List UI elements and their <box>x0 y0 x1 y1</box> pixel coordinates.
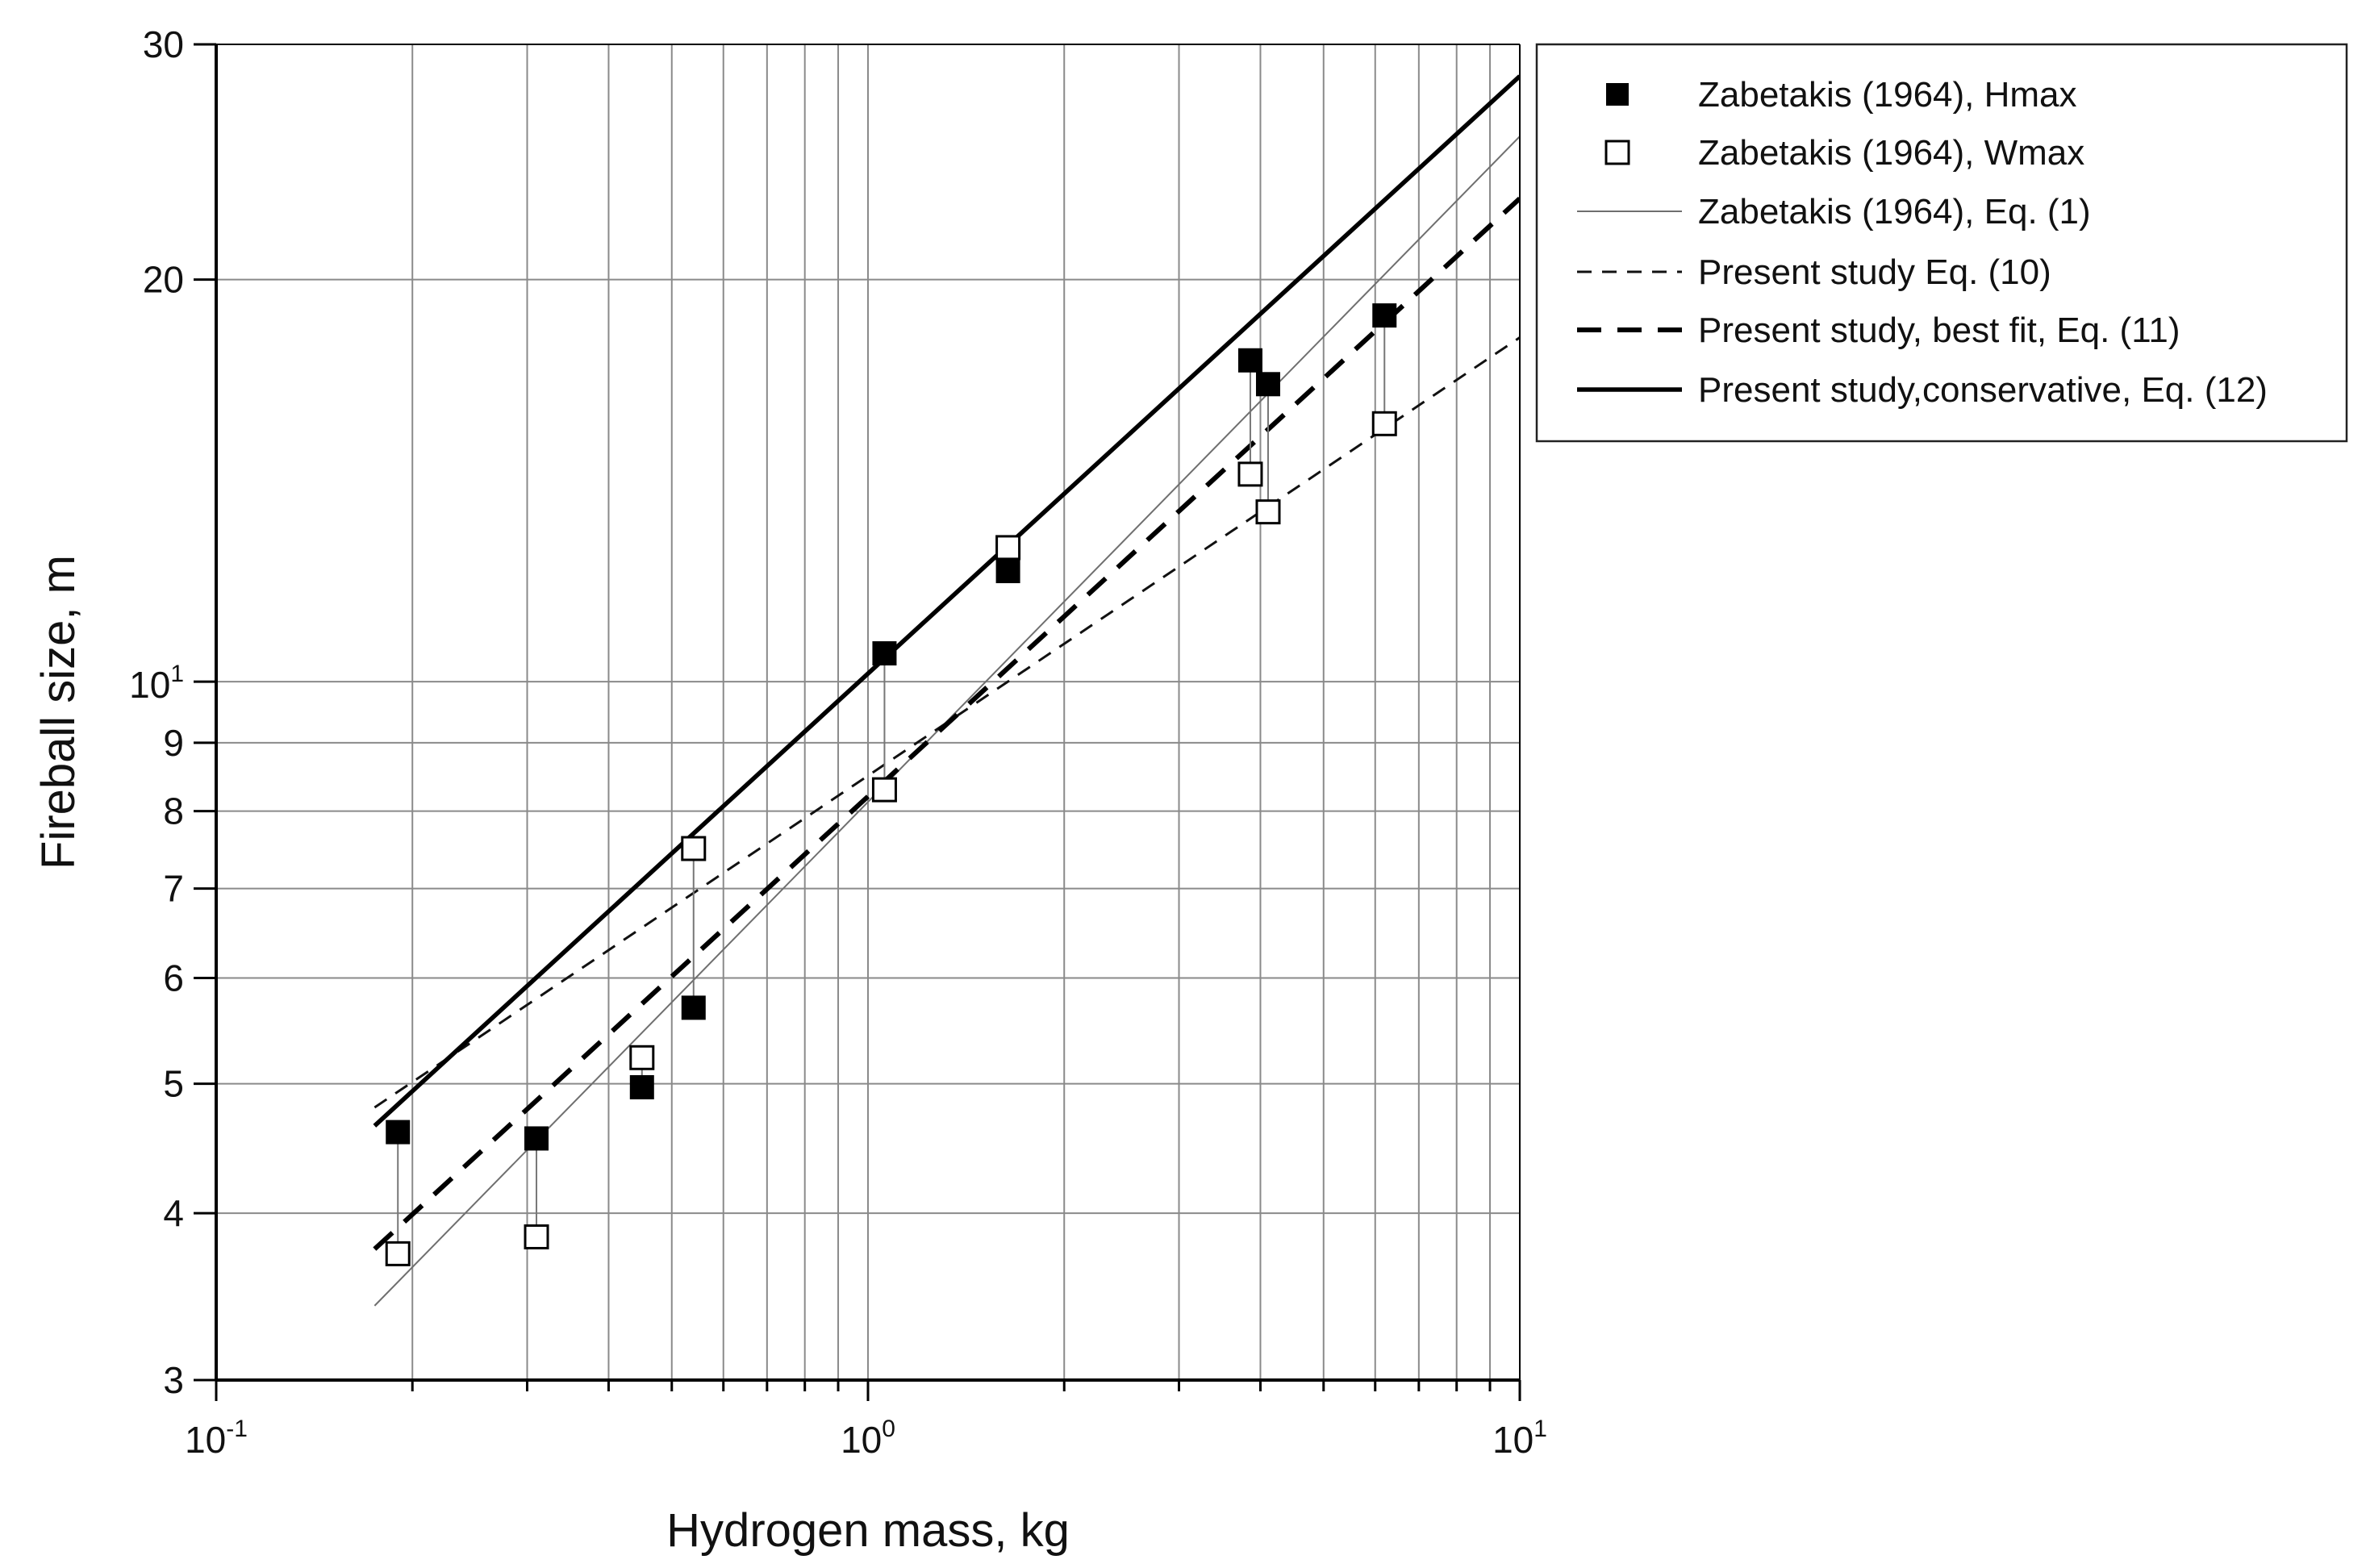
wmax-point <box>1255 499 1281 525</box>
y-tick-label: 3 <box>163 1359 184 1401</box>
hmax-point <box>524 1126 549 1151</box>
x-axis-title: Hydrogen mass, kg <box>666 1504 1070 1557</box>
hmax-point <box>629 1074 654 1099</box>
y-tick-label: 6 <box>163 957 184 999</box>
wmax-point <box>524 1224 549 1249</box>
wmax-point <box>871 777 897 803</box>
y-tick-label: 9 <box>163 722 184 764</box>
fit-line-4 <box>373 74 1520 1128</box>
wmax-point <box>385 1241 411 1266</box>
hmax-point <box>386 1120 411 1145</box>
legend-symbol-wmax <box>1604 140 1630 165</box>
grid <box>216 44 1520 1380</box>
hmax-wmax-connectors <box>397 315 1386 1254</box>
fit-line-3 <box>373 196 1520 1251</box>
legend-box <box>1535 43 2348 443</box>
legend-label: Present study,conservative, Eq. (12) <box>1698 370 2268 410</box>
x-tick-label: 101 <box>1492 1416 1547 1461</box>
legend-label: Zabetakis (1964), Wmax <box>1698 133 2084 173</box>
y-tick-label: 4 <box>163 1192 184 1234</box>
legend-label: Present study, best fit, Eq. (11) <box>1698 311 2180 350</box>
wmax-point <box>629 1045 655 1070</box>
wmax-point <box>1371 411 1397 436</box>
hmax-point <box>872 641 897 666</box>
tick-labels: 10-1 100 101 3 4 5 6 7 8 9 101 20 30 <box>129 23 1547 1461</box>
hmax-point <box>1372 303 1397 328</box>
data-markers <box>385 303 1397 1266</box>
wmax-point <box>681 836 707 861</box>
legend-label: Zabetakis (1964), Hmax <box>1698 75 2077 115</box>
y-tick-label: 7 <box>163 868 184 910</box>
hmax-point <box>1237 348 1262 373</box>
y-tick-label: 30 <box>143 23 184 65</box>
hmax-point <box>1255 372 1280 397</box>
hmax-point <box>995 559 1020 584</box>
y-tick-label: 5 <box>163 1063 184 1105</box>
legend-symbol-hmax <box>1606 83 1629 106</box>
y-axis-title: Fireball size, m <box>32 555 85 869</box>
y-tick-label: 8 <box>163 790 184 832</box>
legend-label: Zabetakis (1964), Eq. (1) <box>1698 192 2091 231</box>
y-tick-label: 101 <box>129 661 184 706</box>
x-tick-label: 10-1 <box>185 1416 248 1461</box>
legend-label: Present study Eq. (10) <box>1698 252 2051 292</box>
wmax-point <box>995 535 1021 561</box>
wmax-point <box>1237 461 1263 487</box>
axes <box>194 43 1521 1401</box>
hmax-point <box>681 995 706 1020</box>
fit-lines <box>373 74 1520 1307</box>
fit-line-2 <box>373 336 1520 1109</box>
y-tick-label: 20 <box>143 259 184 301</box>
legend: Zabetakis (1964), Hmax Zabetakis (1964), … <box>1535 43 2348 443</box>
x-tick-label: 100 <box>841 1416 895 1461</box>
